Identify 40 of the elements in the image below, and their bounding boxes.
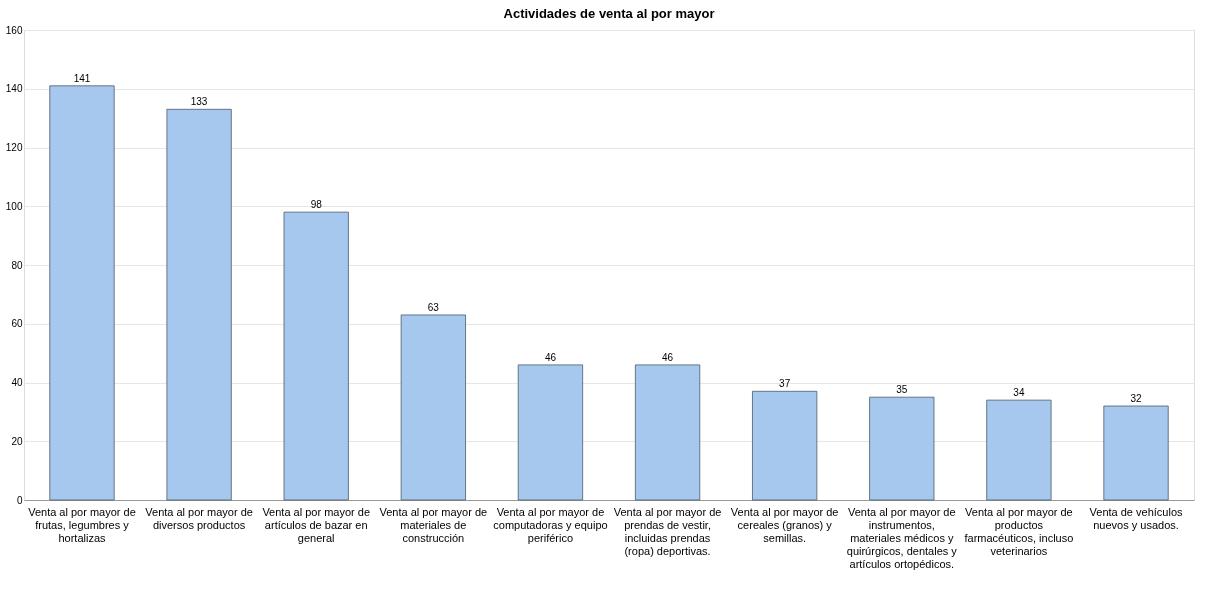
data-label: 35 [896,384,908,396]
bar [634,364,701,501]
data-label: 37 [779,378,791,390]
bar [517,364,584,501]
x-tick-label: Venta de vehículos nuevos y usados. [1089,505,1183,531]
y-tick-label: 20 [11,435,23,447]
y-tick-label: 60 [11,318,23,330]
data-label: 46 [662,351,674,363]
bar [283,211,349,501]
chart-title: Actividades de venta al por mayor [503,6,715,21]
bar [400,314,466,501]
bar [166,108,232,501]
x-tick-label: Venta al por mayor de instrumentos, materiales médicos y quirúrgicos, dentales y artículos ortopédicos. [846,505,958,570]
x-tick-label: Venta al por mayor de diversos productos [145,505,253,531]
data-label: 141 [73,72,91,84]
data-label: 63 [427,301,440,313]
y-tick-label: 80 [11,259,23,271]
bar [1103,405,1169,501]
y-tick-label: 120 [5,142,23,153]
x-tick-label: Venta al por mayor de prendas de vestir, incluidas prendas (ropa) deportivas. [613,505,722,557]
bar [752,390,818,501]
x-tick-label: Venta al por mayor de materiales de construcción [379,505,488,544]
data-label: 46 [544,351,557,363]
y-tick-label: 40 [11,377,23,388]
y-tick-label: 140 [5,83,23,95]
bar [986,399,1052,501]
y-tick-label: 0 [16,494,23,506]
x-tick-label: Venta al por mayor de cereales (granos) y semillas. [730,505,839,544]
y-tick-label: 100 [5,200,23,212]
bar [869,396,935,501]
y-tick-label: 160 [5,24,23,36]
x-tick-label: Venta al por mayor de computadoras y equipo periférico [493,505,608,544]
x-tick-label: Venta al por mayor de artículos de bazar en general [262,505,371,544]
data-label: 98 [310,199,323,211]
bar [49,85,115,501]
x-tick-label: Venta al por mayor de frutas, legumbres y hortalizas [28,505,136,544]
data-label: 32 [1130,393,1143,404]
data-label: 34 [1013,387,1025,399]
x-tick-label: Venta al por mayor de productos farmacéuticos, incluso veterinarios [964,505,1074,557]
data-label: 133 [190,96,208,108]
